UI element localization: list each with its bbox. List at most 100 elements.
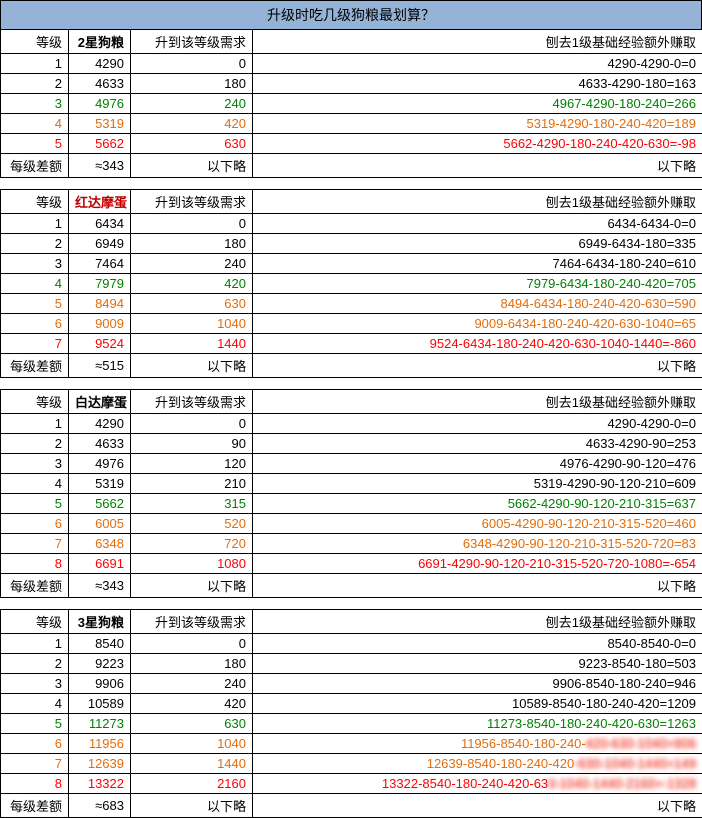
cell-level: 3 (1, 454, 69, 474)
cell-level: 2 (1, 654, 69, 674)
cell-level: 1 (1, 54, 69, 74)
footer-diff-value: ≈343 (69, 154, 131, 178)
cell-calc: 5662-4290-180-240-420-630=-98 (253, 134, 702, 154)
cell-req: 240 (131, 674, 253, 694)
cell-level: 4 (1, 274, 69, 294)
cell-req: 180 (131, 74, 253, 94)
cell-req: 1440 (131, 334, 253, 354)
cell-value: 7979 (69, 274, 131, 294)
cell-calc: 4633-4290-90=253 (253, 434, 702, 454)
footer-below: 以下略 (253, 354, 702, 378)
cell-calc: 9524-6434-180-240-420-630-1040-1440=-860 (253, 334, 702, 354)
section-name: 3星狗粮 (69, 610, 131, 634)
cell-level: 7 (1, 754, 69, 774)
header-req: 升到该等级需求 (131, 30, 253, 54)
cell-level: 8 (1, 554, 69, 574)
cell-level: 3 (1, 254, 69, 274)
cell-req: 1040 (131, 734, 253, 754)
cell-level: 4 (1, 474, 69, 494)
footer-below: 以下略 (131, 154, 253, 178)
cell-level: 5 (1, 134, 69, 154)
cell-req: 180 (131, 234, 253, 254)
cell-calc: 12639-8540-180-240-420-630-1040-1440=149 (253, 754, 702, 774)
cell-level: 2 (1, 74, 69, 94)
header-level: 等级 (1, 610, 69, 634)
cell-level: 4 (1, 694, 69, 714)
cell-calc: 5319-4290-180-240-420=189 (253, 114, 702, 134)
cell-calc: 6434-6434-0=0 (253, 214, 702, 234)
cell-value: 10589 (69, 694, 131, 714)
cell-req: 315 (131, 494, 253, 514)
cell-req: 240 (131, 94, 253, 114)
cell-req: 420 (131, 114, 253, 134)
cell-calc: 6949-6434-180=335 (253, 234, 702, 254)
header-req: 升到该等级需求 (131, 190, 253, 214)
header-level: 等级 (1, 390, 69, 414)
cell-req: 1440 (131, 754, 253, 774)
cell-calc: 5319-4290-90-120-210=609 (253, 474, 702, 494)
cell-calc: 10589-8540-180-240-420=1209 (253, 694, 702, 714)
cell-req: 90 (131, 434, 253, 454)
footer-below: 以下略 (253, 154, 702, 178)
cell-calc: 9009-6434-180-240-420-630-1040=65 (253, 314, 702, 334)
cell-level: 1 (1, 214, 69, 234)
footer-below: 以下略 (253, 794, 702, 818)
footer-below: 以下略 (253, 574, 702, 598)
footer-below: 以下略 (131, 354, 253, 378)
cell-calc: 4633-4290-180=163 (253, 74, 702, 94)
cell-level: 5 (1, 294, 69, 314)
header-extra: 刨去1级基础经验额外赚取 (253, 30, 702, 54)
header-level: 等级 (1, 190, 69, 214)
header-req: 升到该等级需求 (131, 610, 253, 634)
cell-level: 1 (1, 414, 69, 434)
cell-calc: 6005-4290-90-120-210-315-520=460 (253, 514, 702, 534)
cell-req: 1040 (131, 314, 253, 334)
cell-value: 9524 (69, 334, 131, 354)
cell-value: 8540 (69, 634, 131, 654)
footer-below: 以下略 (131, 794, 253, 818)
cell-value: 4633 (69, 74, 131, 94)
cell-req: 0 (131, 414, 253, 434)
cell-value: 6691 (69, 554, 131, 574)
cell-req: 0 (131, 54, 253, 74)
cell-value: 13322 (69, 774, 131, 794)
cell-value: 4976 (69, 454, 131, 474)
cell-value: 6949 (69, 234, 131, 254)
cell-value: 7464 (69, 254, 131, 274)
cell-value: 5319 (69, 114, 131, 134)
cell-level: 7 (1, 534, 69, 554)
cell-calc: 8494-6434-180-240-420-630=590 (253, 294, 702, 314)
cell-req: 120 (131, 454, 253, 474)
cell-calc: 4976-4290-90-120=476 (253, 454, 702, 474)
cell-value: 6434 (69, 214, 131, 234)
section-name: 2星狗粮 (69, 30, 131, 54)
cell-level: 8 (1, 774, 69, 794)
cell-calc: 7979-6434-180-240-420=705 (253, 274, 702, 294)
cell-req: 0 (131, 634, 253, 654)
cell-value: 4633 (69, 434, 131, 454)
footer-diff-label: 每级差额 (1, 354, 69, 378)
cell-calc: 9223-8540-180=503 (253, 654, 702, 674)
header-req: 升到该等级需求 (131, 390, 253, 414)
cell-calc: 7464-6434-180-240=610 (253, 254, 702, 274)
cell-calc: 13322-8540-180-240-420-630-1040-1440-216… (253, 774, 702, 794)
footer-diff-value: ≈515 (69, 354, 131, 378)
footer-diff-label: 每级差额 (1, 154, 69, 178)
data-table: 等级2星狗粮升到该等级需求刨去1级基础经验额外赚取1429004290-4290… (0, 29, 702, 818)
cell-calc: 8540-8540-0=0 (253, 634, 702, 654)
cell-calc: 6348-4290-90-120-210-315-520-720=83 (253, 534, 702, 554)
cell-value: 4290 (69, 414, 131, 434)
cell-calc: 5662-4290-90-120-210-315=637 (253, 494, 702, 514)
cell-value: 4976 (69, 94, 131, 114)
cell-level: 1 (1, 634, 69, 654)
cell-req: 630 (131, 294, 253, 314)
cell-level: 6 (1, 514, 69, 534)
footer-diff-value: ≈343 (69, 574, 131, 598)
cell-req: 0 (131, 214, 253, 234)
cell-req: 2160 (131, 774, 253, 794)
cell-req: 420 (131, 694, 253, 714)
cell-level: 6 (1, 734, 69, 754)
cell-level: 2 (1, 234, 69, 254)
cell-value: 5662 (69, 494, 131, 514)
cell-calc: 11956-8540-180-240-420-630-1040=906 (253, 734, 702, 754)
